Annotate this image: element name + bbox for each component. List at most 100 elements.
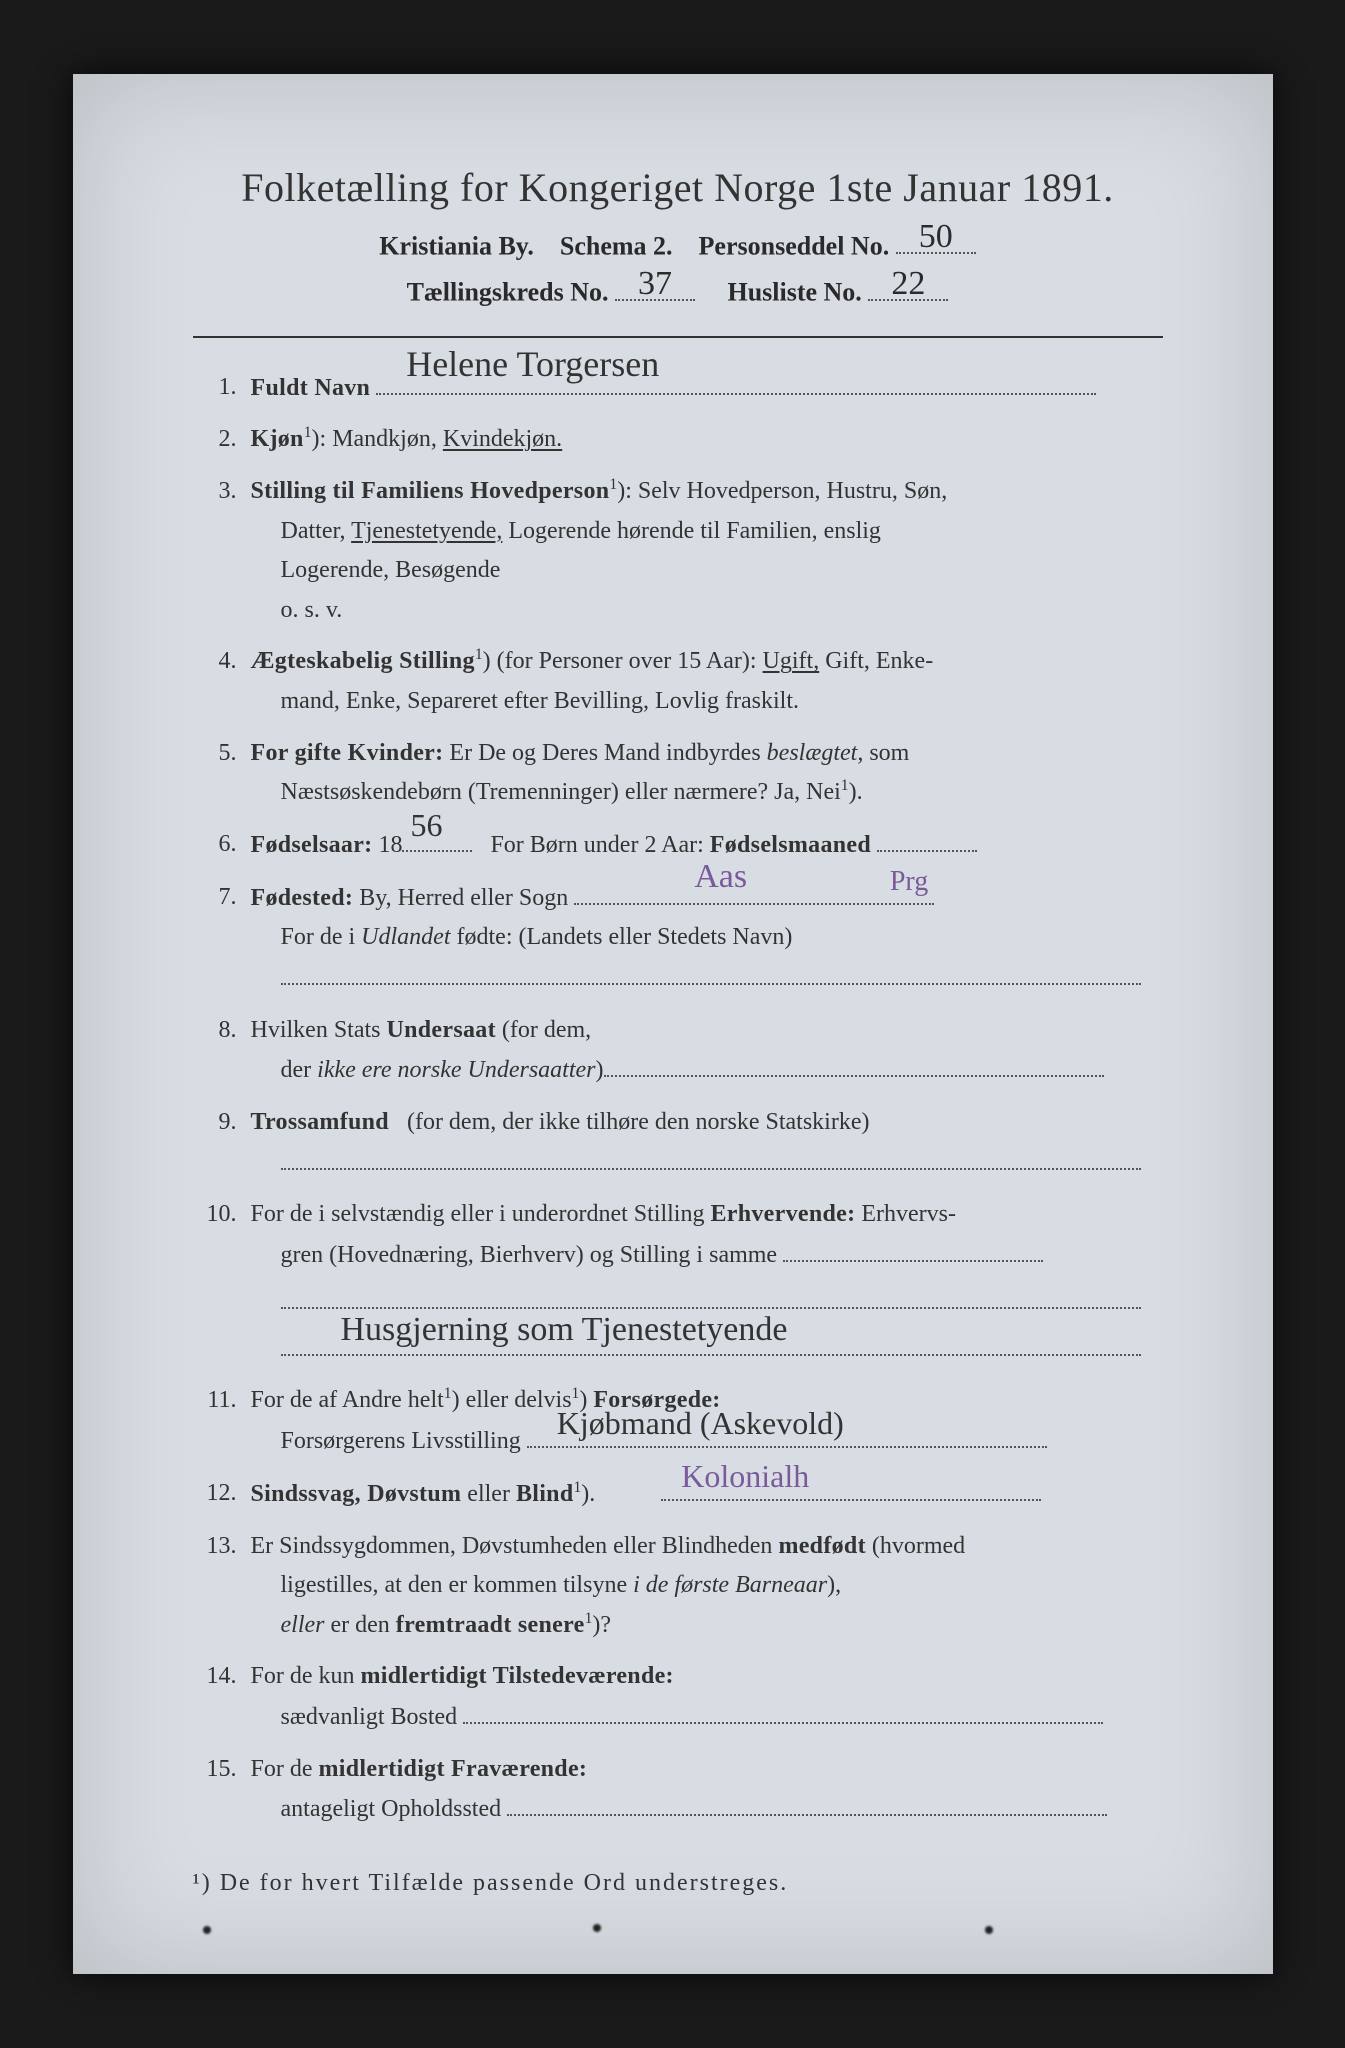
sup-1d: 1 xyxy=(841,777,849,794)
q12: Sindssvag, Døvstum eller Blind1). Koloni… xyxy=(193,1474,1163,1515)
q10-text-a: For de i selvstændig eller i underordnet… xyxy=(251,1201,705,1227)
q1-field: Helene Torgersen xyxy=(376,368,1096,395)
q11-field: Kjøbmand (Askevold) xyxy=(527,1421,1047,1448)
main-title: Folketælling for Kongeriget Norge 1ste J… xyxy=(193,164,1163,211)
speck-3 xyxy=(985,1926,993,1934)
q3-selected: Tjenestetyende, xyxy=(351,518,502,544)
q14-line2: sædvanligt Bosted xyxy=(251,1697,1163,1738)
q7-value: Aas xyxy=(694,849,747,905)
city-label: Kristiania By. xyxy=(379,231,534,260)
kreds-value: 37 xyxy=(638,265,672,303)
q3-line2: Datter, Tjenestetyende, Logerende hørend… xyxy=(251,512,1163,552)
q3-text-c: Logerende hørende til Familien, enslig xyxy=(508,518,881,544)
q11: For de af Andre helt1) eller delvis1) Fo… xyxy=(193,1381,1163,1461)
husliste-label: Husliste No. xyxy=(727,278,861,307)
husliste-field: 22 xyxy=(868,271,948,300)
q5: For gifte Kvinder: Er De og Deres Mand i… xyxy=(193,734,1163,813)
q7-text-c: fødte: (Landets eller Stedets Navn) xyxy=(457,924,793,950)
q2-opt-a: Mandkjøn, xyxy=(332,426,437,452)
personseddel-value: 50 xyxy=(919,218,953,256)
q10-field-c: Husgjerning som Tjenestetyende xyxy=(281,1329,1141,1356)
q13-text-d: ), xyxy=(827,1572,841,1598)
q13-label-b: fremtraadt senere xyxy=(396,1612,585,1638)
q14-text-a: For de kun xyxy=(251,1663,355,1689)
q10-label: Erhvervende: xyxy=(710,1201,855,1227)
q3-label: Stilling til Familiens Hovedperson xyxy=(251,478,610,504)
speck-2 xyxy=(593,1924,601,1932)
q13-label: medfødt xyxy=(778,1533,865,1559)
q8-text-a: Hvilken Stats xyxy=(251,1017,381,1043)
q13-italic-b: eller xyxy=(281,1612,325,1638)
q6-century: 18 xyxy=(378,832,402,858)
q5-label: For gifte Kvinder: xyxy=(251,740,444,766)
q13-text-e: er den xyxy=(330,1612,389,1638)
q3-line3: Logerende, Besøgende xyxy=(251,551,1163,591)
q8: Hvilken Stats Undersaat (for dem, der ik… xyxy=(193,1011,1163,1091)
personseddel-label: Personseddel No. xyxy=(699,231,890,260)
q3-text-a: Selv Hovedperson, Hustru, Søn, xyxy=(638,478,947,504)
sup-1h: 1 xyxy=(585,1610,593,1627)
sup-1g: 1 xyxy=(573,1479,581,1496)
q15-line2: antageligt Opholdssted xyxy=(251,1789,1163,1830)
q13-line3: eller er den fremtraadt senere1)? xyxy=(251,1606,1163,1646)
header-line-3: Tællingskreds No. 37 Husliste No. 22 xyxy=(193,271,1163,307)
kreds-field: 37 xyxy=(615,271,695,300)
q9-field xyxy=(281,1143,1141,1170)
q7-text-b: For de i xyxy=(281,924,356,950)
q15-label: midlertidigt Fraværende: xyxy=(319,1756,588,1782)
q4: Ægteskabelig Stilling1) (for Personer ov… xyxy=(193,642,1163,721)
q8-text-c: der xyxy=(281,1057,312,1083)
q1-value: Helene Torgersen xyxy=(406,335,659,394)
q10-text-b: Erhvervs- xyxy=(861,1201,956,1227)
q14-text-b: sædvanligt Bosted xyxy=(281,1704,458,1730)
q8-line2: der ikke ere norske Undersaatter) xyxy=(251,1050,1163,1091)
q9-line2 xyxy=(251,1143,1163,1184)
sup-1c: 1 xyxy=(475,646,483,663)
husliste-value: 22 xyxy=(891,265,925,303)
q13-text-a: Er Sindssygdommen, Døvstumheden eller Bl… xyxy=(251,1533,773,1559)
personseddel-field: 50 xyxy=(896,225,976,254)
q7-label: Fødested: xyxy=(251,885,354,911)
q11-value: Kjøbmand (Askevold) xyxy=(557,1397,844,1450)
q1: Fuldt Navn Helene Torgersen xyxy=(193,368,1163,409)
q13-italic-a: i de første Barneaar xyxy=(633,1572,827,1598)
q7-field-2 xyxy=(281,958,1141,985)
q10-line4: Husgjerning som Tjenestetyende xyxy=(251,1329,1163,1370)
census-form-page: Folketælling for Kongeriget Norge 1ste J… xyxy=(73,74,1273,1974)
q4-text-a: (for Personer over 15 Aar): xyxy=(497,648,757,674)
sup-1a: 1 xyxy=(304,424,312,441)
q6: Fødselsaar: 18 56 For Børn under 2 Aar: … xyxy=(193,825,1163,866)
q4-line2: mand, Enke, Separeret efter Bevilling, L… xyxy=(251,682,1163,722)
q9-label: Trossamfund xyxy=(251,1109,389,1135)
question-list: Fuldt Navn Helene Torgersen Kjøn1): Mand… xyxy=(193,368,1163,1830)
q6-month-field xyxy=(877,825,977,852)
kreds-label: Tællingskreds No. xyxy=(407,278,609,307)
q10-line2: gren (Hovednæring, Bierhverv) og Stillin… xyxy=(251,1235,1163,1276)
q6-year-field: 56 xyxy=(402,825,472,852)
q2-label: Kjøn xyxy=(251,426,304,452)
q5-italic-a: beslægtet, xyxy=(767,740,864,766)
q2-opt-b: Kvindekjøn. xyxy=(443,426,562,452)
schema-label: Schema 2. xyxy=(560,231,673,260)
q6-label-a: Fødselsaar: xyxy=(251,832,373,858)
q10-text-c: gren (Hovednæring, Bierhverv) og Stillin… xyxy=(281,1242,778,1268)
q12-label-b: Blind xyxy=(516,1481,574,1507)
q8-field xyxy=(604,1050,1104,1077)
q5-text-a: Er De og Deres Mand indbyrdes xyxy=(449,740,760,766)
q7-italic-a: Udlandet xyxy=(361,924,450,950)
footnote: ¹) De for hvert Tilfælde passende Ord un… xyxy=(193,1870,1163,1897)
q13-text-b: (hvormed xyxy=(872,1533,965,1559)
sup-1b: 1 xyxy=(609,476,617,493)
q3-line4: o. s. v. xyxy=(251,591,1163,631)
q8-italic-a: ikke ere norske Undersaatter xyxy=(317,1057,595,1083)
q7-field: Aas Prg xyxy=(574,878,934,905)
q15-field xyxy=(507,1789,1107,1816)
q10-value: Husgjerning som Tjenestetyende xyxy=(341,1302,788,1358)
q12-label: Sindssvag, Døvstum xyxy=(251,1481,462,1507)
q14-field xyxy=(463,1697,1103,1724)
q9: Trossamfund (for dem, der ikke tilhøre d… xyxy=(193,1103,1163,1183)
q5-text-b: som xyxy=(869,740,909,766)
q3: Stilling til Familiens Hovedperson1): Se… xyxy=(193,472,1163,630)
q5-text-c: Næstsøskendebørn (Tremenninger) eller næ… xyxy=(281,779,841,805)
q13: Er Sindssygdommen, Døvstumheden eller Bl… xyxy=(193,1527,1163,1646)
